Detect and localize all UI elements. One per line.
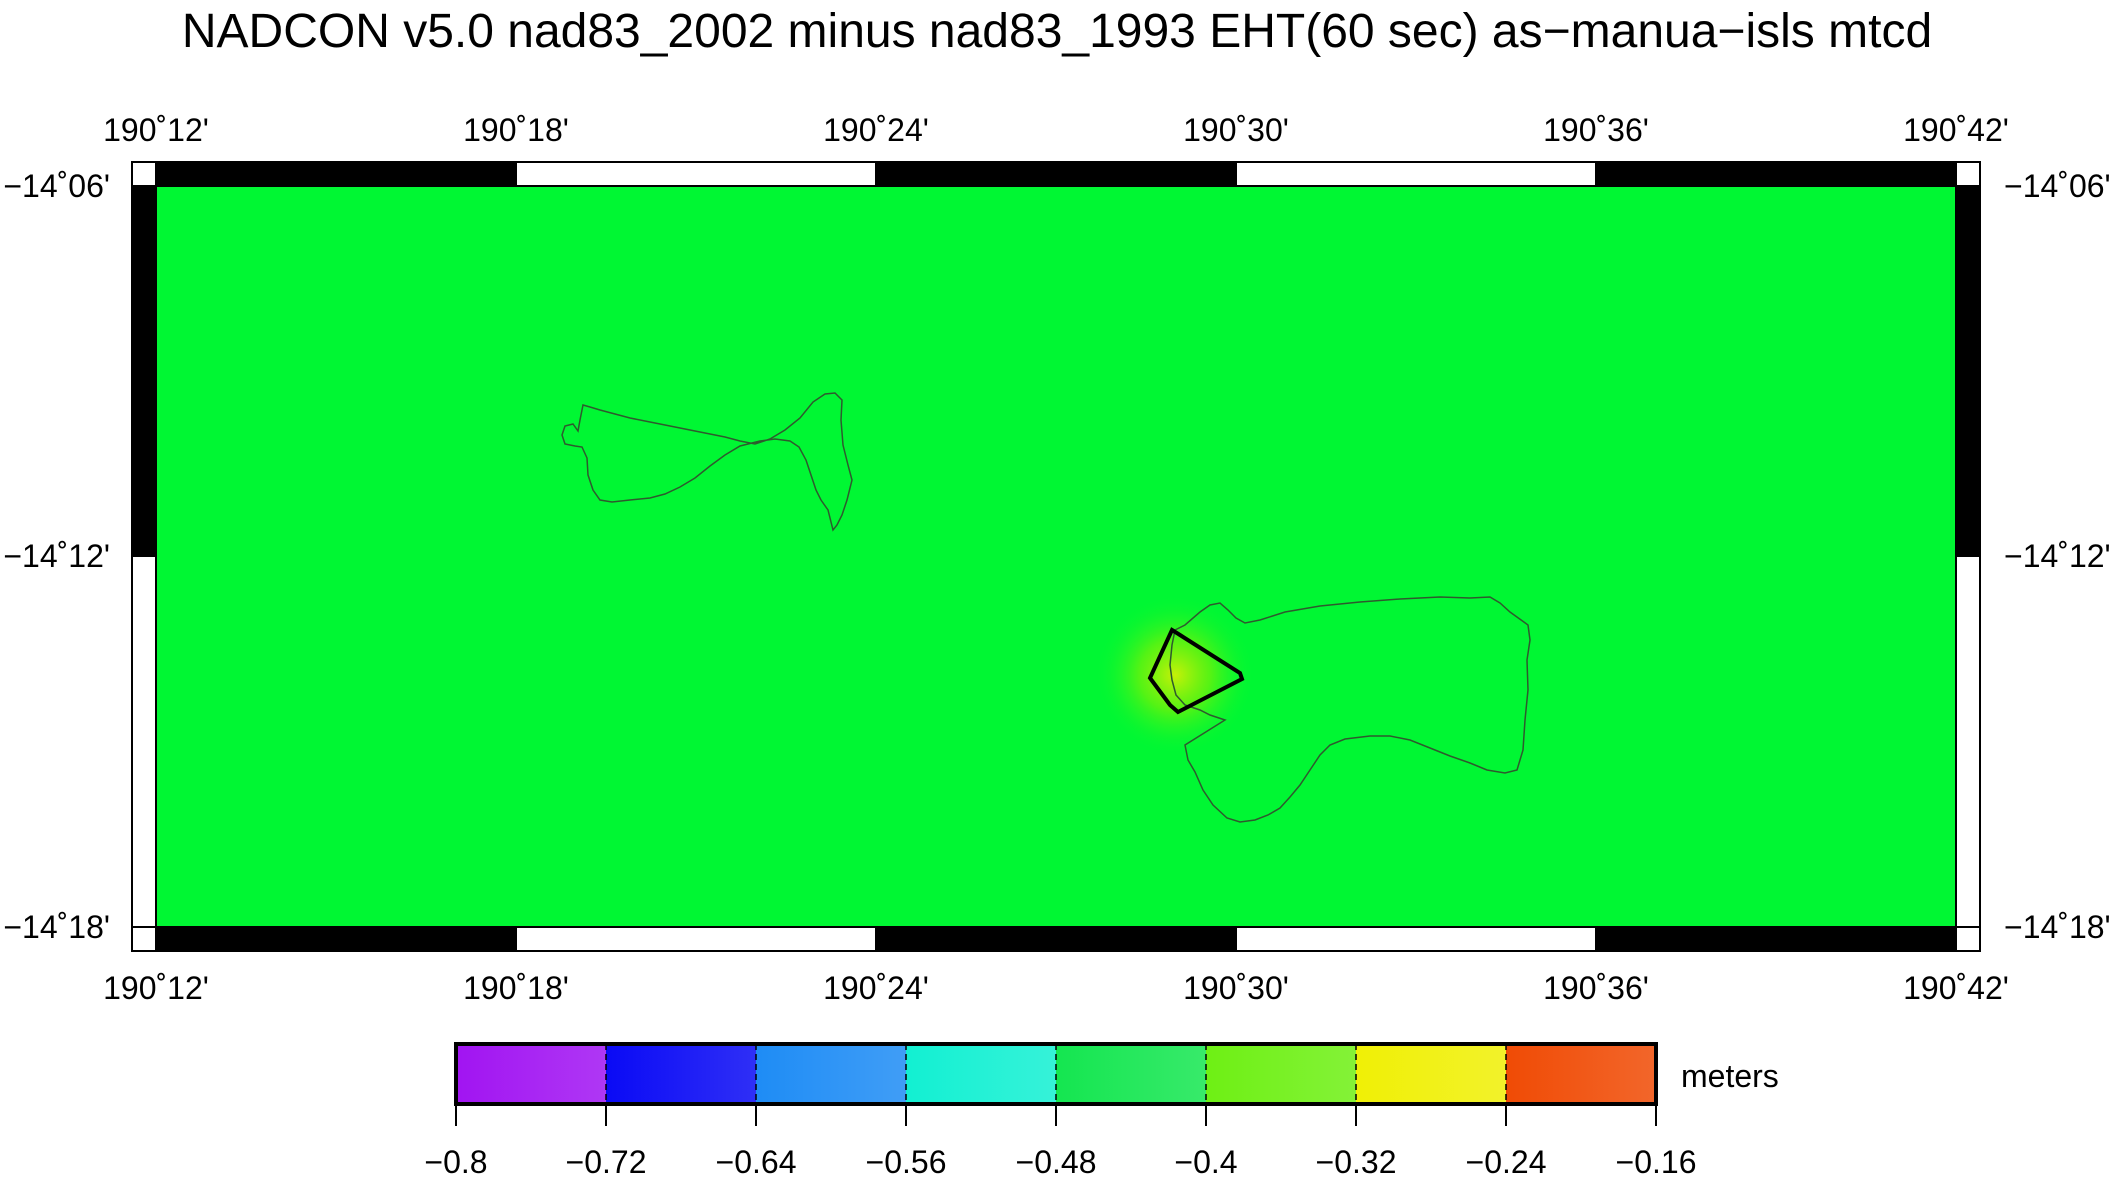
frame-corner xyxy=(1955,926,1981,952)
frame-segment-bottom xyxy=(1235,926,1597,952)
lon-tick-label-top: 190˚12' xyxy=(103,112,209,148)
lon-tick-label-bottom: 190˚18' xyxy=(463,970,569,1006)
frame-outline xyxy=(131,161,1981,952)
lon-tick-label-bottom: 190˚30' xyxy=(1183,970,1289,1006)
lon-tick-label-top: 190˚36' xyxy=(1543,112,1649,148)
lon-tick-label-top: 190˚24' xyxy=(823,112,929,148)
colorbar-segment xyxy=(1056,1044,1206,1104)
lat-tick-label-right: −14˚06' xyxy=(2004,168,2111,204)
colorbar-tick-label: −0.24 xyxy=(1466,1144,1547,1177)
colorbar-tick-label: −0.48 xyxy=(1016,1144,1097,1177)
colorbar-segment xyxy=(906,1044,1056,1104)
frame-corner xyxy=(1955,161,1981,187)
colorbar: −0.8 −0.72 −0.64 −0.56 −0.48 −0.4 −0.32 −0.24 −0… xyxy=(424,1042,1697,1177)
colorbar-tick-label: −0.8 xyxy=(424,1144,487,1177)
frame-corner xyxy=(131,161,157,187)
colorbar-segment xyxy=(1206,1044,1356,1104)
frame-segment-top xyxy=(875,161,1237,187)
lat-labels-right: −14˚06' −14˚12' −14˚18' xyxy=(2004,168,2111,945)
colorbar-unit-label: meters xyxy=(1681,1058,1779,1094)
lat-tick-label-right: −14˚12' xyxy=(2004,538,2111,574)
frame-segment-top xyxy=(1235,161,1597,187)
frame-segment-right xyxy=(1955,555,1981,928)
colorbar-tick-label: −0.32 xyxy=(1316,1144,1397,1177)
anomaly-highlight xyxy=(1095,595,1255,755)
frame-segment-bottom xyxy=(875,926,1237,952)
lat-tick-label-left: −14˚06' xyxy=(3,168,110,204)
lat-labels-left: −14˚06' −14˚12' −14˚18' xyxy=(3,168,110,945)
map-title: NADCON v5.0 nad83_2002 minus nad83_1993 … xyxy=(181,5,1933,58)
colorbar-segment xyxy=(606,1044,756,1104)
frame-segment-bottom xyxy=(515,926,877,952)
colorbar-segment xyxy=(756,1044,906,1104)
frame-segment-top xyxy=(1595,161,1957,187)
frame-segment-right xyxy=(1955,185,1981,557)
colorbar-tick-label: −0.4 xyxy=(1174,1144,1237,1177)
lon-tick-label-top: 190˚18' xyxy=(463,112,569,148)
colorbar-segment xyxy=(1356,1044,1506,1104)
frame-segment-bottom xyxy=(155,926,517,952)
lon-tick-label-bottom: 190˚24' xyxy=(823,970,929,1006)
lon-tick-label-top: 190˚30' xyxy=(1183,112,1289,148)
lon-tick-label-bottom: 190˚12' xyxy=(103,970,209,1006)
frame-segment-top xyxy=(155,161,517,187)
lat-tick-label-left: −14˚12' xyxy=(3,538,110,574)
frame-segment-left xyxy=(131,185,157,557)
survey-polygon-outline xyxy=(1147,627,1245,715)
lat-tick-label-right: −14˚18' xyxy=(2004,909,2111,945)
frame-corner xyxy=(131,926,157,952)
ofu-olosega-coastline xyxy=(561,392,853,532)
colorbar-tick-label: −0.72 xyxy=(566,1144,647,1177)
lon-tick-label-bottom: 190˚36' xyxy=(1543,970,1649,1006)
map-outline xyxy=(155,185,1957,928)
map-area xyxy=(156,186,1956,927)
colorbar-tick-label: −0.64 xyxy=(716,1144,797,1177)
tau-coastline xyxy=(1169,596,1531,823)
lon-labels-bottom: 190˚12' 190˚18' 190˚24' 190˚30' 190˚36' 190˚4… xyxy=(103,970,2009,1006)
lon-tick-label-bottom: 190˚42' xyxy=(1903,970,2009,1006)
colorbar-segment xyxy=(1506,1044,1656,1104)
colorbar-tick-label: −0.16 xyxy=(1616,1144,1697,1177)
frame-segment-bottom xyxy=(1595,926,1957,952)
colorbar-tick-label: −0.56 xyxy=(866,1144,947,1177)
frame-segment-top xyxy=(515,161,877,187)
lat-tick-label-left: −14˚18' xyxy=(3,909,110,945)
lon-labels-top: 190˚12' 190˚18' 190˚24' 190˚30' 190˚36' 190˚4… xyxy=(103,112,2009,148)
frame-segment-left xyxy=(131,555,157,928)
lon-tick-label-top: 190˚42' xyxy=(1903,112,2009,148)
map-frame xyxy=(131,161,1981,952)
colorbar-segment xyxy=(456,1044,606,1104)
